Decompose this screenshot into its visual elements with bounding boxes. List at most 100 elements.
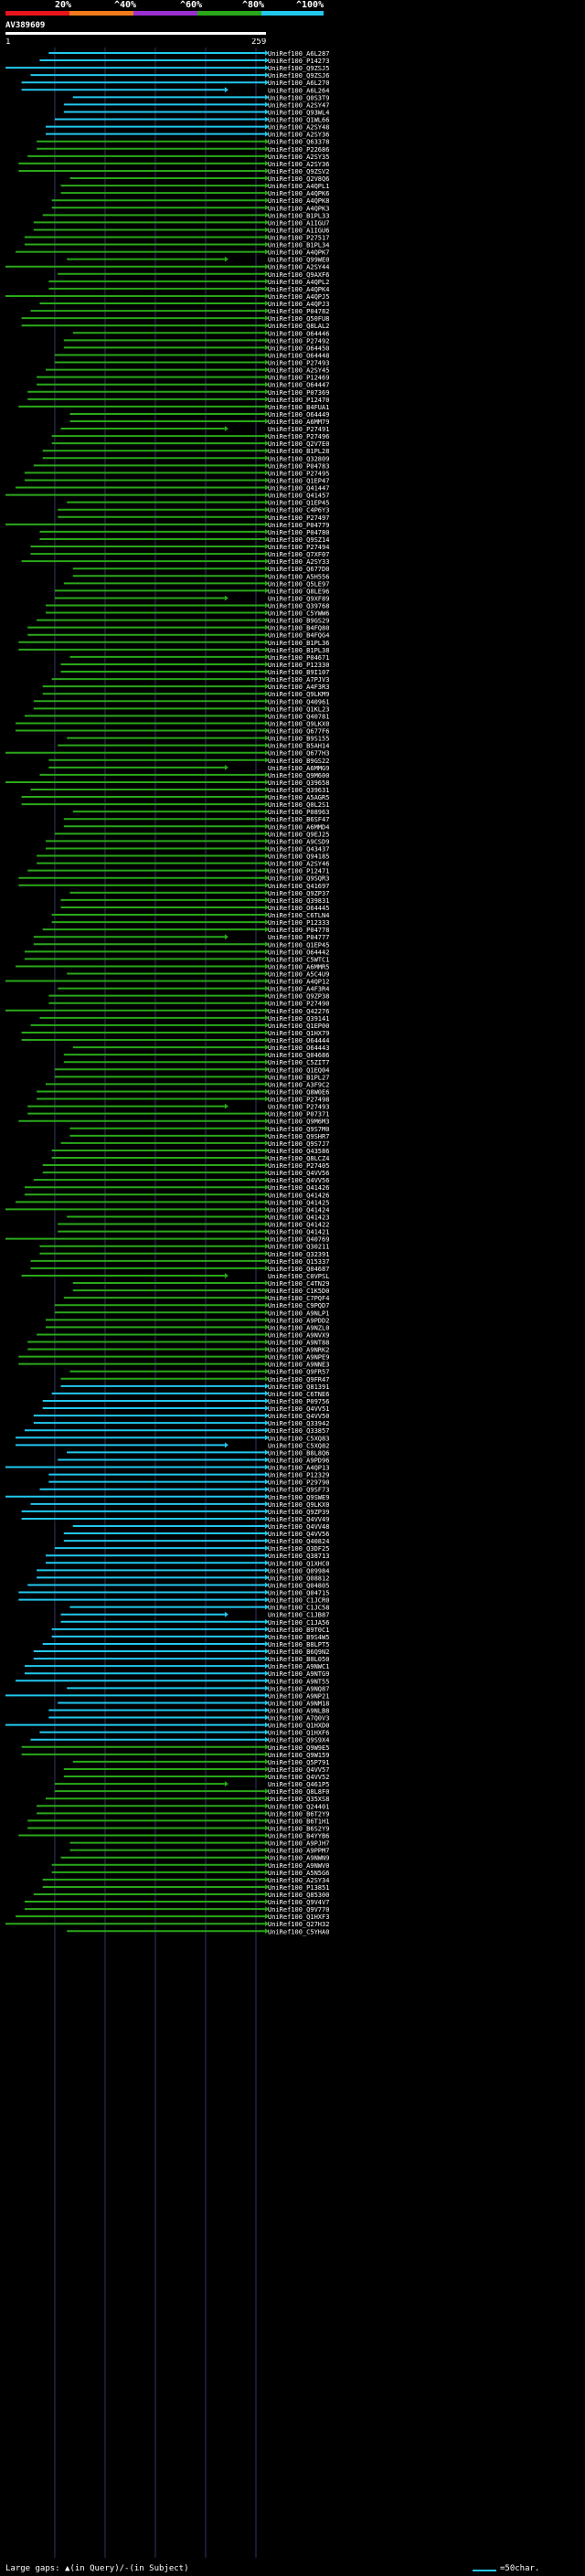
hit-arrow <box>264 131 269 137</box>
hit-arrow <box>264 1913 269 1920</box>
hit-arrow <box>264 1633 269 1639</box>
hit-label: UniRef100_Q9V4V7 <box>268 1899 329 1906</box>
hit-arrow <box>264 1515 269 1521</box>
hit-arrow <box>264 419 269 424</box>
hit-label: UniRef100_Q1EP45 <box>268 500 329 507</box>
hit-arrow <box>264 1758 269 1765</box>
hit-arrow <box>264 1192 269 1198</box>
hit-arrow <box>264 1413 269 1419</box>
hit-arrow <box>264 617 269 623</box>
hit-arrow <box>224 1103 229 1109</box>
hit-label: UniRef100_P27497 <box>268 514 329 522</box>
hit-label: UniRef100_Q9ZP39 <box>268 1509 329 1516</box>
hit-arrow <box>264 580 269 587</box>
hit-arrow <box>264 323 269 329</box>
hit-arrow <box>264 757 269 763</box>
hit-arrow <box>264 1883 269 1890</box>
hit-label: UniRef100_B4FUA1 <box>268 404 329 411</box>
hit-label: UniRef100_Q30211 <box>268 1244 329 1251</box>
hit-arrow <box>264 123 269 130</box>
hit-arrow <box>264 514 269 520</box>
hit-label: UniRef100_A2SY48 <box>268 124 329 132</box>
hit-arrow <box>264 1508 269 1514</box>
hit-arrow <box>264 1037 269 1044</box>
hit-arrow <box>264 1118 269 1124</box>
hit-label: UniRef100_C1JCR0 <box>268 1597 329 1605</box>
hit-label: UniRef100_Q41425 <box>268 1199 329 1206</box>
hit-label: UniRef100_Q39831 <box>268 897 329 905</box>
hit-arrow <box>264 566 269 572</box>
hit-arrow <box>264 528 269 535</box>
hit-label: UniRef100_A2SY35 <box>268 154 329 161</box>
hit-label: UniRef100_Q40769 <box>268 1236 329 1244</box>
hit-label: UniRef100_Q0S3T9 <box>268 94 329 101</box>
hit-label: UniRef100_Q33857 <box>268 1427 329 1435</box>
hit-arrow <box>264 1096 269 1102</box>
hit-arrow <box>264 278 269 284</box>
hit-arrow <box>264 624 269 631</box>
hit-arrow <box>264 1199 269 1205</box>
hit-label: UniRef100_Q1XHC0 <box>268 1560 329 1567</box>
hit-arrow <box>264 50 269 56</box>
hit-label: UniRef100_C1K5D0 <box>268 1288 329 1295</box>
hit-label: UniRef100_Q04686 <box>268 1052 329 1059</box>
color-band-60-80 <box>197 11 261 16</box>
hit-label: UniRef100_A9NT55 <box>268 1678 329 1685</box>
hit-label: UniRef100_Q04805 <box>268 1582 329 1589</box>
hit-label: UniRef100_Q9FR47 <box>268 1376 329 1383</box>
hit-arrow <box>264 816 269 822</box>
hit-arrow <box>224 934 229 940</box>
hit-arrow <box>224 595 229 601</box>
hit-arrow <box>264 1523 269 1529</box>
hit-arrow <box>224 1781 229 1787</box>
hit-arrow <box>264 109 269 115</box>
hit-label: UniRef100_Q09984 <box>268 1567 329 1574</box>
hit-label: UniRef100_Q40961 <box>268 698 329 705</box>
hit-arrow <box>264 183 269 189</box>
hit-arrow <box>264 875 269 881</box>
hit-label: UniRef100_O64449 <box>268 411 329 419</box>
hit-label: UniRef100_A4QPL1 <box>268 183 329 190</box>
hit-arrow <box>264 1640 269 1647</box>
hit-arrow <box>264 506 269 513</box>
hit-label: UniRef100_A4QPL2 <box>268 279 329 286</box>
hit-arrow <box>264 492 269 498</box>
hit-arrow <box>264 823 269 830</box>
hit-arrow <box>264 308 269 314</box>
hit-arrow <box>264 705 269 712</box>
hit-label: UniRef100_C7PQF4 <box>268 1295 329 1302</box>
hit-arrow <box>264 1796 269 1802</box>
hit-label: UniRef100_Q81391 <box>268 1383 329 1391</box>
hit-label: UniRef100_B6T1H1 <box>268 1818 329 1825</box>
hit-arrow <box>264 388 269 395</box>
hit-arrow <box>264 1663 269 1670</box>
hit-label: UniRef100_Q15337 <box>268 1258 329 1266</box>
hit-label: UniRef100_Q3DF25 <box>268 1545 329 1553</box>
hit-arrow <box>264 1847 269 1853</box>
header: 20% ^40% ^60% ^80% ^100% AV389609 <box>0 0 585 35</box>
hit-arrow <box>264 653 269 660</box>
hit-label: UniRef100_B9S155 <box>268 736 329 743</box>
hit-label: UniRef100_A2SY44 <box>268 264 329 271</box>
hit-label: UniRef100_A2SY45 <box>268 367 329 375</box>
hit-label: UniRef100_A4QPK3 <box>268 205 329 212</box>
hit-label: UniRef100_C5XQ83 <box>268 1435 329 1442</box>
hit-label: UniRef100_A2SY36 <box>268 161 329 168</box>
hit-label: UniRef100_Q38713 <box>268 1553 329 1560</box>
hit-label: UniRef100_P12469 <box>268 375 329 382</box>
query-bar <box>5 32 266 35</box>
hit-label: UniRef100_O64444 <box>268 1037 329 1044</box>
hit-label: UniRef100_Q41424 <box>268 1206 329 1214</box>
hit-arrow <box>264 359 269 366</box>
hit-arrow <box>264 1257 269 1264</box>
hit-arrow <box>264 1574 269 1581</box>
hit-arrow <box>264 1457 269 1463</box>
hit-label: UniRef100_P27494 <box>268 544 329 551</box>
hit-label: UniRef100_B6Q9N2 <box>268 1648 329 1656</box>
hit-arrow <box>264 551 269 557</box>
hit-arrow <box>264 1170 269 1176</box>
hit-arrow <box>264 241 269 248</box>
hit-arrow <box>264 1582 269 1588</box>
hit-arrow <box>264 896 269 903</box>
hit-arrow <box>264 1331 269 1338</box>
